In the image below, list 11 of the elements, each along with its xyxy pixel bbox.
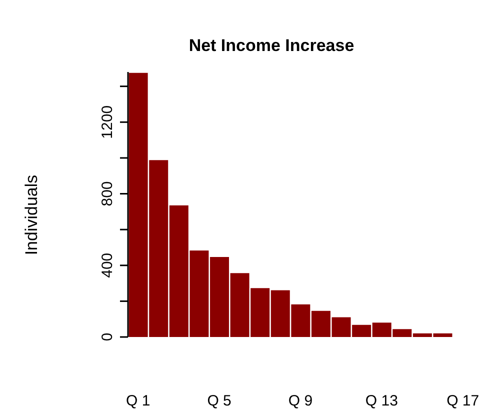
y-tick-label: 1200: [99, 105, 116, 139]
y-tick-label: 800: [99, 181, 116, 206]
x-tick-label: Q 5: [207, 392, 232, 410]
y-tick-label: 0: [99, 332, 116, 342]
x-tick-label: Q 1: [126, 392, 150, 410]
chart-title: Net Income Increase: [188, 36, 356, 56]
x-tick-label: Q 17: [446, 392, 480, 410]
y-axis-title: Individuals: [22, 174, 42, 256]
x-tick-label: Q 13: [365, 392, 398, 410]
y-tick-label: 400: [99, 252, 116, 278]
x-tick-label: Q 9: [288, 392, 313, 410]
